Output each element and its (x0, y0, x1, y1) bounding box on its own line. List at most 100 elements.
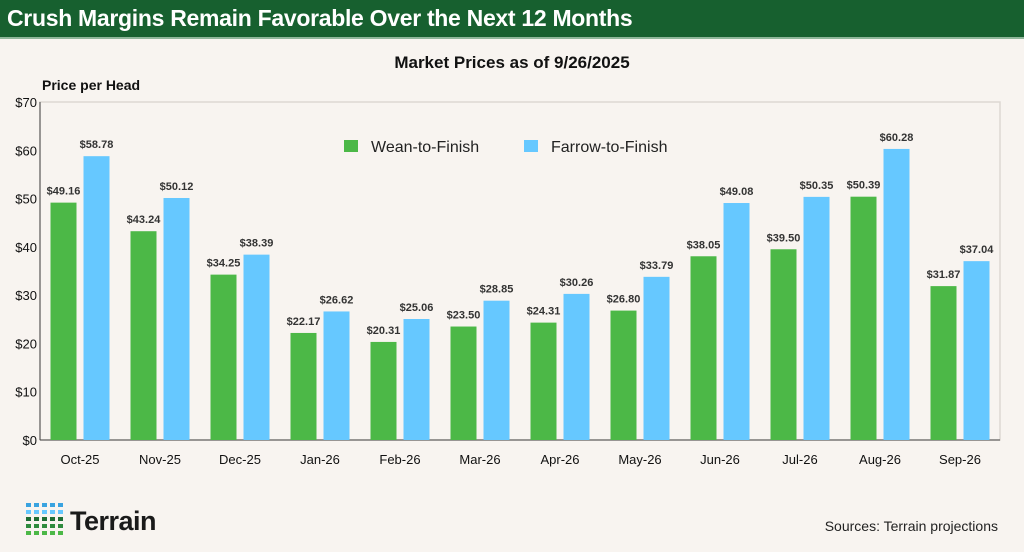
x-tick-label: Feb-26 (379, 452, 420, 467)
y-tick-label: $60 (15, 143, 37, 158)
bar-wean-to-finish (50, 202, 77, 440)
data-label: $50.35 (800, 180, 834, 192)
x-tick-label: Apr-26 (540, 452, 579, 467)
x-tick-label: Jul-26 (782, 452, 817, 467)
logo-dot (50, 510, 55, 514)
legend-swatch (344, 140, 358, 152)
bar-wean-to-finish (930, 286, 957, 440)
data-label: $30.26 (560, 277, 594, 289)
y-tick-label: $50 (15, 192, 37, 207)
x-tick-label: Sep-26 (939, 452, 981, 467)
x-tick-label: Jan-26 (300, 452, 340, 467)
data-label: $33.79 (640, 260, 674, 272)
data-label: $34.25 (207, 258, 241, 270)
page-title: Crush Margins Remain Favorable Over the … (7, 5, 633, 31)
x-tick-label: Oct-25 (60, 452, 99, 467)
logo-text: Terrain (70, 506, 157, 536)
logo-dot (58, 524, 63, 528)
data-label: $20.31 (367, 325, 401, 337)
data-label: $58.78 (80, 139, 114, 151)
data-label: $39.50 (767, 232, 801, 244)
bar-wean-to-finish (770, 249, 797, 440)
logo-dot (26, 524, 31, 528)
bar-farrow-to-finish (723, 203, 750, 440)
y-tick-label: $0 (23, 433, 37, 448)
bar-farrow-to-finish (803, 196, 830, 440)
legend-label: Wean-to-Finish (371, 139, 479, 156)
logo-dot (42, 531, 47, 535)
bar-farrow-to-finish (243, 254, 270, 440)
bar-wean-to-finish (530, 322, 557, 440)
bar-wean-to-finish (850, 196, 877, 440)
title-banner: Crush Margins Remain Favorable Over the … (0, 0, 1024, 39)
bar-wean-to-finish (130, 231, 157, 440)
logo-dot (26, 517, 31, 521)
bar-wean-to-finish (450, 326, 477, 440)
x-tick-label: Dec-25 (219, 452, 261, 467)
data-label: $23.50 (447, 310, 481, 322)
bar-farrow-to-finish (563, 293, 590, 440)
data-label: $26.62 (320, 294, 354, 306)
x-tick-label: Nov-25 (139, 452, 181, 467)
logo-dot (34, 531, 39, 535)
y-tick-label: $40 (15, 240, 37, 255)
legend-swatch (524, 140, 538, 152)
logo-dot (26, 503, 31, 507)
data-label: $49.16 (47, 186, 81, 198)
logo-dot (42, 503, 47, 507)
logo-dot (42, 524, 47, 528)
data-label: $60.28 (880, 132, 914, 144)
logo-dot (58, 510, 63, 514)
data-label: $28.85 (480, 284, 514, 296)
logo-dot (26, 531, 31, 535)
data-label: $49.08 (720, 186, 754, 198)
bar-wean-to-finish (610, 310, 637, 440)
source-note: Sources: Terrain projections (824, 518, 998, 534)
bar-wean-to-finish (210, 274, 237, 440)
bar-wean-to-finish (690, 256, 717, 440)
legend-label: Farrow-to-Finish (551, 139, 667, 156)
bar-farrow-to-finish (883, 148, 910, 440)
data-label: $22.17 (287, 316, 321, 328)
logo-dot (34, 510, 39, 514)
logo-dot (58, 517, 63, 521)
bar-farrow-to-finish (963, 261, 990, 440)
data-label: $38.39 (240, 238, 274, 250)
bar-farrow-to-finish (83, 156, 110, 440)
bar-farrow-to-finish (323, 311, 350, 440)
logo-dot (26, 510, 31, 514)
bar-farrow-to-finish (483, 300, 510, 440)
logo-dot (42, 510, 47, 514)
data-label: $25.06 (400, 302, 434, 314)
y-tick-label: $30 (15, 288, 37, 303)
data-label: $26.80 (607, 294, 641, 306)
y-axis-label: Price per Head (42, 77, 140, 93)
terrain-logo-icon (26, 503, 63, 535)
x-tick-label: Mar-26 (459, 452, 500, 467)
logo-dot (34, 503, 39, 507)
data-label: $24.31 (527, 306, 561, 318)
y-tick-label: $10 (15, 385, 37, 400)
y-tick-label: $70 (15, 95, 37, 110)
data-label: $37.04 (960, 244, 995, 256)
data-label: $50.39 (847, 180, 881, 192)
bar-farrow-to-finish (403, 318, 430, 440)
logo-dot (50, 524, 55, 528)
x-tick-label: Jun-26 (700, 452, 740, 467)
bar-farrow-to-finish (643, 276, 670, 440)
x-tick-label: May-26 (618, 452, 661, 467)
logo-dot (34, 524, 39, 528)
logo-dot (50, 517, 55, 521)
bar-farrow-to-finish (163, 197, 190, 440)
logo-dot (50, 503, 55, 507)
data-label: $31.87 (927, 269, 961, 281)
logo-dot (34, 517, 39, 521)
x-tick-label: Aug-26 (859, 452, 901, 467)
bar-wean-to-finish (370, 341, 397, 440)
logo-dot (42, 517, 47, 521)
logo-dot (58, 531, 63, 535)
chart-title: Market Prices as of 9/26/2025 (394, 53, 629, 72)
data-label: $50.12 (160, 181, 194, 193)
data-label: $43.24 (127, 214, 162, 226)
